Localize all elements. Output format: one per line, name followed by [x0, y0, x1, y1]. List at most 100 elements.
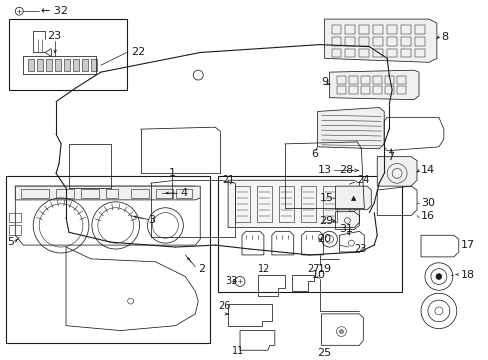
Text: 23: 23: [47, 31, 61, 41]
Text: 18: 18: [460, 270, 474, 280]
Bar: [349, 76, 358, 84]
Bar: [359, 25, 368, 34]
Text: 26: 26: [218, 301, 230, 311]
Bar: [372, 76, 382, 84]
Polygon shape: [227, 180, 359, 228]
Bar: [331, 49, 341, 57]
Bar: [386, 37, 396, 46]
Bar: [322, 186, 337, 221]
Bar: [386, 49, 396, 57]
Bar: [28, 59, 34, 71]
Text: 27: 27: [307, 264, 320, 274]
Bar: [359, 49, 368, 57]
Bar: [345, 49, 355, 57]
Bar: [331, 37, 341, 46]
Text: 2: 2: [198, 264, 205, 274]
Bar: [400, 37, 410, 46]
Bar: [91, 59, 97, 71]
Bar: [256, 186, 271, 221]
Bar: [55, 59, 61, 71]
Bar: [300, 186, 315, 221]
Text: 25: 25: [317, 348, 331, 358]
Bar: [414, 25, 424, 34]
Bar: [349, 86, 358, 94]
Bar: [345, 37, 355, 46]
Text: ← 32: ← 32: [41, 6, 68, 16]
Polygon shape: [329, 70, 418, 100]
Bar: [56, 189, 74, 198]
Bar: [372, 49, 383, 57]
Bar: [337, 76, 346, 84]
Bar: [235, 186, 249, 221]
Bar: [414, 49, 424, 57]
Bar: [105, 189, 118, 198]
Bar: [278, 186, 293, 221]
Polygon shape: [335, 186, 370, 210]
Text: 24: 24: [357, 175, 369, 185]
Bar: [385, 86, 393, 94]
Bar: [46, 59, 52, 71]
Text: 15: 15: [319, 193, 333, 203]
Text: 6: 6: [311, 149, 318, 159]
Bar: [9, 225, 21, 235]
Bar: [82, 59, 88, 71]
Bar: [345, 25, 355, 34]
Bar: [396, 86, 405, 94]
Bar: [9, 19, 126, 90]
Bar: [218, 176, 401, 292]
Text: 28: 28: [339, 165, 353, 175]
Text: 9: 9: [321, 77, 328, 87]
Text: 20: 20: [317, 234, 331, 244]
Bar: [385, 76, 393, 84]
Bar: [81, 189, 99, 198]
Text: 7: 7: [386, 152, 393, 162]
Text: 1: 1: [168, 168, 175, 178]
Bar: [73, 59, 79, 71]
Text: 10: 10: [311, 270, 325, 280]
Bar: [176, 189, 192, 198]
Bar: [372, 86, 382, 94]
Bar: [337, 86, 346, 94]
Text: 11: 11: [232, 346, 244, 356]
Text: 29: 29: [319, 216, 333, 225]
Text: 8: 8: [440, 32, 447, 42]
Bar: [346, 190, 357, 202]
Text: 14: 14: [420, 165, 434, 175]
Circle shape: [339, 330, 343, 333]
Bar: [130, 189, 148, 198]
Text: 3: 3: [148, 215, 155, 225]
Bar: [9, 213, 21, 222]
Bar: [414, 37, 424, 46]
Polygon shape: [324, 19, 436, 62]
Text: 31: 31: [339, 224, 353, 234]
Circle shape: [435, 274, 441, 279]
Text: 30: 30: [420, 198, 434, 208]
Polygon shape: [15, 186, 200, 200]
Polygon shape: [317, 108, 384, 149]
Bar: [361, 76, 369, 84]
Bar: [37, 59, 43, 71]
Bar: [400, 49, 410, 57]
Text: 17: 17: [460, 240, 474, 250]
Bar: [361, 86, 369, 94]
Bar: [372, 25, 383, 34]
Bar: [396, 76, 405, 84]
Bar: [64, 59, 70, 71]
Text: 5: 5: [7, 237, 14, 247]
Text: 16: 16: [420, 211, 434, 221]
Bar: [331, 25, 341, 34]
Text: 22: 22: [130, 48, 144, 58]
Bar: [21, 189, 49, 198]
Text: 4: 4: [180, 188, 187, 198]
Text: 33: 33: [224, 276, 237, 287]
Text: 21: 21: [222, 175, 234, 185]
Polygon shape: [376, 157, 416, 186]
Bar: [372, 37, 383, 46]
Bar: [400, 25, 410, 34]
Bar: [6, 176, 210, 343]
Text: 12: 12: [257, 264, 270, 274]
Bar: [359, 37, 368, 46]
Text: 13: 13: [317, 165, 331, 175]
Text: 23: 23: [354, 244, 366, 254]
Bar: [155, 189, 173, 198]
